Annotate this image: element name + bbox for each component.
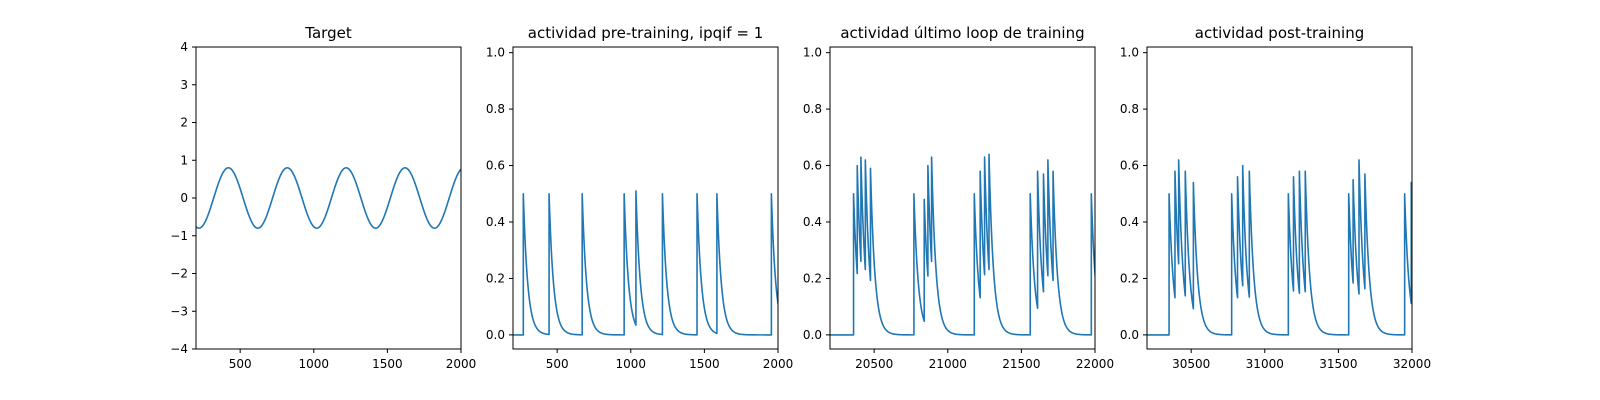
y-tick-label: 0.6 xyxy=(486,159,505,173)
x-tick-label: 1500 xyxy=(689,357,720,371)
y-tick-label: 0 xyxy=(180,191,188,205)
y-tick-label: 0.0 xyxy=(486,328,505,342)
panels: Target 500 1000 1500 2000 −4 −3 −2 −1 0 1 2 3 4 activi… xyxy=(170,24,1431,371)
chart-title: actividad pre-training, ipqif = 1 xyxy=(528,24,764,42)
panel-1: Target 500 1000 1500 2000 −4 −3 −2 −1 0 1 2 3 4 xyxy=(170,24,476,371)
y-tick-label: 1.0 xyxy=(486,46,505,60)
x-tick-label: 32000 xyxy=(1393,357,1431,371)
panel-3: actividad último loop de training 20500 21… xyxy=(803,24,1114,371)
axes-frame xyxy=(829,46,1096,350)
x-tick-label: 2000 xyxy=(763,357,794,371)
y-tick-label: 0.8 xyxy=(486,102,505,116)
y-tick-label: 4 xyxy=(180,40,188,54)
y-tick-label: 0.4 xyxy=(1120,215,1139,229)
y-tick-label: 0.4 xyxy=(486,215,505,229)
chart-title: Target xyxy=(304,24,352,42)
x-tick-label: 31000 xyxy=(1246,357,1284,371)
y-tick-label: 1.0 xyxy=(803,46,822,60)
series-line-1 xyxy=(513,190,778,336)
y-tick-label: 0.4 xyxy=(803,215,822,229)
x-tick-label: 500 xyxy=(546,357,569,371)
panel-2: actividad pre-training, ipqif = 1 500 1000… xyxy=(486,24,793,371)
y-tick-label: 0.2 xyxy=(486,271,505,285)
y-tick-label: 0.0 xyxy=(803,328,822,342)
y-tick-label: 0.2 xyxy=(1120,271,1139,285)
panel-4: actividad post-training 30500 31000 31500 32… xyxy=(1120,24,1431,371)
x-tick-label: 1000 xyxy=(299,357,330,371)
y-tick-label: 0.6 xyxy=(803,159,822,173)
x-tick-label: 1000 xyxy=(616,357,647,371)
y-tick-label: 0.8 xyxy=(1120,102,1139,116)
y-tick-label: −2 xyxy=(170,267,188,281)
series-line-1 xyxy=(830,153,1095,336)
x-tick-label: 500 xyxy=(229,357,252,371)
y-tick-label: 1.0 xyxy=(1120,46,1139,60)
x-tick-label: 30500 xyxy=(1172,357,1210,371)
x-tick-label: 21500 xyxy=(1002,357,1040,371)
y-tick-label: −3 xyxy=(170,304,188,318)
chart-title: actividad post-training xyxy=(1195,24,1364,42)
x-tick-label: 31500 xyxy=(1319,357,1357,371)
axes-frame xyxy=(512,46,779,350)
series-line-1 xyxy=(1147,159,1412,336)
y-tick-label: 3 xyxy=(180,78,188,92)
y-tick-label: 0.8 xyxy=(803,102,822,116)
chart-title: actividad último loop de training xyxy=(840,24,1084,42)
y-tick-label: 1 xyxy=(180,153,188,167)
x-tick-label: 1500 xyxy=(372,357,403,371)
series-line-1 xyxy=(196,167,461,229)
y-tick-label: 0.6 xyxy=(1120,159,1139,173)
x-tick-label: 22000 xyxy=(1076,357,1114,371)
y-tick-label: −4 xyxy=(170,342,188,356)
x-tick-label: 20500 xyxy=(855,357,893,371)
axes-frame xyxy=(1146,46,1413,350)
x-tick-label: 21000 xyxy=(929,357,967,371)
y-tick-label: 0.2 xyxy=(803,271,822,285)
x-tick-label: 2000 xyxy=(446,357,477,371)
y-tick-label: 0.0 xyxy=(1120,328,1139,342)
y-tick-label: −1 xyxy=(170,229,188,243)
y-tick-label: 2 xyxy=(180,116,188,130)
axes-frame xyxy=(195,46,462,350)
